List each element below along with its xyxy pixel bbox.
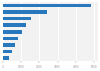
Bar	[3, 4, 91, 7]
Bar	[3, 23, 26, 27]
Bar	[3, 17, 31, 20]
Bar	[3, 56, 9, 60]
Bar	[3, 50, 12, 53]
Bar	[3, 10, 47, 14]
Bar	[3, 37, 18, 40]
Bar	[3, 43, 15, 47]
Bar	[3, 30, 22, 34]
